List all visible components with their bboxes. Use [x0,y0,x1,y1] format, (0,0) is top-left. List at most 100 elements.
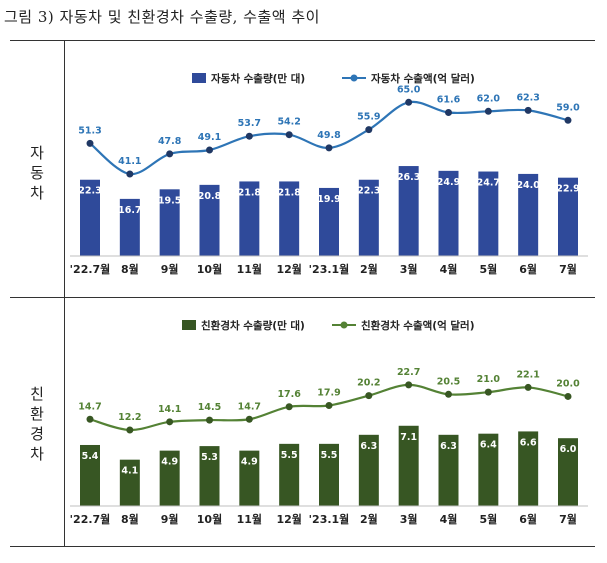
line-point [285,131,293,139]
bar-value-label: 5.5 [281,450,298,461]
line-point [325,144,333,152]
bar [558,438,578,506]
x-tick-label: 7월 [559,512,577,526]
bar-value-label: 20.8 [198,191,222,202]
bar [199,184,220,256]
bar-value-label: 22.3 [357,186,380,197]
line-value-label: 20.5 [437,376,460,387]
bar [438,170,459,256]
bar [518,431,539,506]
line-point [484,388,492,396]
x-tick-label: 4월 [440,262,458,276]
line-value-label: 14.7 [78,401,101,412]
line-value-label: 61.6 [437,95,461,106]
x-tick-label: 2월 [360,512,378,526]
bar [319,443,339,506]
top-rule [10,40,595,41]
bar [518,173,539,256]
line-point [86,139,94,147]
line-point [126,426,134,434]
bar-value-label: 24.9 [437,177,460,188]
row-label-char: 친 [30,385,44,403]
bar-value-label: 7.1 [400,432,417,443]
x-tick-label: 8월 [121,512,139,526]
line-value-label: 53.7 [238,118,261,129]
row-label-auto: 자 동 차 [10,143,64,203]
bar-value-label: 6.0 [560,444,577,455]
legend-swatch-bar [182,320,196,330]
x-tick-label: 3월 [400,262,418,276]
bar [398,166,419,256]
x-tick-label: '22.7월 [70,262,111,276]
label-divider [64,40,65,546]
bar-value-label: 4.9 [161,457,178,468]
bar [478,171,499,256]
line-value-label: 14.7 [238,401,261,412]
line-value-label: 14.5 [198,402,221,413]
row-label-char: 환 [30,405,44,423]
bar-value-label: 24.7 [477,178,500,189]
line-point [325,401,333,409]
row-label-char: 차 [30,445,44,463]
bar-value-label: 5.3 [201,452,218,463]
x-tick-label: 9월 [161,512,179,526]
bar [239,181,260,256]
line-point [86,415,94,423]
legend-label-line: 친환경차 수출액(억 달러) [361,319,475,332]
bar [398,425,419,506]
middle-rule [10,297,595,298]
line-point [365,126,373,134]
bar [159,450,180,506]
legend-label-bar: 자동차 수출량(만 대) [211,72,305,85]
x-tick-label: 2월 [360,262,378,276]
bar [119,198,140,256]
bar-value-label: 26.3 [397,172,420,183]
line-value-label: 17.6 [277,389,301,400]
legend: 친환경차 수출량(만 대) 친환경차 수출액(억 달러) [182,319,475,332]
x-tick-label: 10월 [197,512,222,526]
bar-value-label: 22.3 [78,186,101,197]
line-value-label: 20.2 [357,378,380,389]
line-value-label: 17.9 [317,387,340,398]
row-label-char: 차 [30,184,44,202]
legend-label-line: 자동차 수출액(억 달러) [371,72,475,85]
legend-swatch-marker [350,74,358,82]
bar-value-label: 6.3 [360,441,377,452]
bar-value-label: 22.9 [556,184,579,195]
figure-title: 그림 3) 자동차 및 친환경차 수출량, 수출액 추이 [4,8,320,26]
x-tick-label: 6월 [519,262,537,276]
bar-value-label: 4.9 [241,457,258,468]
line-value-label: 55.9 [357,112,380,123]
line-value-label: 21.0 [477,374,501,385]
x-tick-label: '23.1월 [309,262,350,276]
line-value-label: 12.2 [118,412,141,423]
x-tick-label: 8월 [121,262,139,276]
row-label-char: 자 [30,144,44,162]
x-tick-label: 12월 [276,262,301,276]
line-value-label: 14.1 [158,404,181,415]
line-value-label: 62.0 [477,93,501,104]
line-point [524,383,532,391]
bar [358,179,379,256]
bar-value-label: 19.5 [158,195,181,206]
bottom-rule [10,546,595,547]
bar [119,459,140,506]
bar-value-label: 19.9 [317,194,340,205]
bar [478,433,499,506]
x-tick-label: 12월 [276,512,301,526]
bar-value-label: 5.4 [82,451,99,462]
bar [438,434,459,506]
line-value-label: 20.0 [556,378,580,389]
x-tick-label: 10월 [197,262,222,276]
line-value-label: 51.3 [78,125,101,136]
bar-value-label: 4.1 [121,466,138,477]
x-tick-label: 11월 [237,512,262,526]
bar [159,189,180,256]
line-value-label: 49.1 [198,132,221,143]
bar [199,446,220,506]
line-point [166,418,174,426]
bar [279,443,300,506]
line-point [564,392,572,400]
line-value-label: 47.8 [158,136,182,147]
bar [558,177,578,256]
